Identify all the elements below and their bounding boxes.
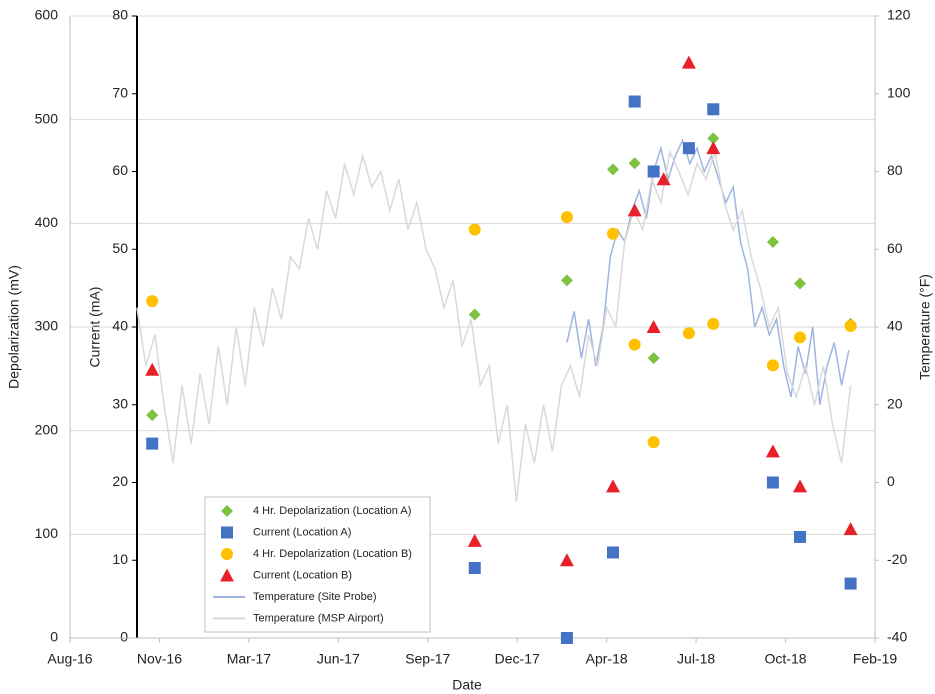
legend-swatch	[221, 548, 233, 560]
y-axis-title: Depolarization (mV)	[6, 265, 22, 389]
temperature-line	[136, 149, 852, 502]
square-marker	[560, 632, 573, 644]
diamond-marker	[628, 157, 641, 170]
y-tick-label: 500	[35, 110, 59, 126]
square-marker	[844, 577, 857, 590]
square-marker	[647, 165, 660, 178]
triangle-marker	[793, 479, 808, 493]
y2-tick-label: 0	[120, 629, 128, 645]
y2-tick-label: 40	[112, 318, 128, 334]
x-tick-label: Jul-18	[677, 651, 715, 667]
y3-tick-label: 60	[887, 240, 903, 256]
y3-tick-label: -40	[887, 629, 907, 645]
y3-tick-label: 40	[887, 318, 903, 334]
legend-label: 4 Hr. Depolarization (Location A)	[253, 505, 411, 517]
triangle-marker	[843, 522, 858, 536]
diamond-marker	[606, 163, 619, 176]
triangle-marker	[646, 320, 661, 333]
triangle-marker	[559, 553, 574, 567]
y2-tick-label: 30	[112, 395, 128, 411]
y-tick-label: 100	[35, 525, 59, 541]
y2-tick-label: 20	[112, 473, 128, 489]
triangle-marker	[145, 362, 160, 376]
x-tick-label: Jun-17	[317, 651, 360, 667]
legend-swatch	[221, 505, 233, 517]
legend-swatch	[220, 568, 234, 582]
y2-tick-label: 70	[112, 84, 128, 100]
legend-label: Current (Location A)	[253, 526, 351, 538]
x-tick-label: Nov-16	[137, 651, 182, 667]
diamond-marker	[146, 409, 159, 422]
circle-marker	[682, 327, 695, 340]
diamond-marker	[707, 132, 720, 145]
diamond-marker	[766, 235, 779, 248]
legend-label: Current (Location B)	[253, 569, 352, 581]
x-tick-label: Apr-18	[586, 651, 628, 667]
square-marker	[606, 546, 619, 559]
square-marker	[628, 95, 641, 108]
legend-box	[204, 496, 431, 633]
x-tick-label: Feb-19	[853, 651, 898, 667]
circle-marker	[468, 223, 481, 236]
triangle-marker	[467, 533, 482, 547]
triangle-marker	[706, 141, 721, 155]
y-tick-label: 300	[35, 318, 59, 334]
square-marker	[707, 103, 720, 116]
legend-label: Temperature (MSP Airport)	[253, 612, 384, 624]
x-tick-label: Mar-17	[227, 651, 272, 667]
y3-tick-label: 100	[887, 84, 911, 100]
legend-swatch	[221, 526, 233, 539]
triangle-marker	[765, 444, 780, 458]
circle-marker	[766, 359, 779, 372]
y3-axis-title: Temperature (°F)	[917, 274, 933, 380]
y2-tick-label: 60	[112, 162, 128, 178]
temperature-line	[566, 138, 850, 405]
diamond-marker	[560, 274, 573, 287]
x-tick-label: Sep-17	[405, 651, 450, 667]
circle-marker	[628, 338, 641, 351]
y3-tick-label: 0	[887, 473, 895, 489]
triangle-marker	[656, 172, 671, 186]
diamond-marker	[468, 308, 481, 321]
y2-tick-label: 50	[112, 240, 128, 256]
x-axis-title: Date	[452, 677, 482, 693]
circle-marker	[560, 211, 573, 224]
square-marker	[468, 562, 481, 575]
circle-marker	[794, 331, 807, 344]
x-tick-label: Dec-17	[495, 651, 540, 667]
legend: 4 Hr. Depolarization (Location A) Current…	[204, 496, 431, 633]
triangle-marker	[681, 55, 696, 69]
y-tick-label: 200	[35, 421, 59, 437]
y2-tick-label: 80	[112, 7, 128, 23]
triangle-marker	[605, 479, 620, 493]
diamond-marker	[794, 277, 807, 290]
y-tick-label: 0	[50, 629, 58, 645]
circle-marker	[146, 295, 159, 308]
circle-marker	[844, 319, 857, 332]
y2-tick-label: 10	[112, 551, 128, 567]
square-marker	[146, 437, 159, 450]
legend-label: Temperature (Site Probe)	[253, 591, 377, 603]
y3-tick-label: -20	[887, 551, 907, 567]
y-tick-label: 400	[35, 214, 59, 230]
diamond-marker	[647, 352, 660, 365]
circle-marker	[707, 317, 720, 330]
square-marker	[794, 530, 807, 543]
x-tick-label: Oct-18	[765, 651, 807, 667]
circle-marker	[606, 227, 619, 240]
triangle-marker	[627, 203, 642, 217]
square-marker	[766, 476, 779, 489]
y3-tick-label: 20	[887, 395, 903, 411]
y3-tick-label: 120	[887, 7, 911, 23]
legend-label: 4 Hr. Depolarization (Location B)	[253, 548, 412, 560]
y3-tick-label: 80	[887, 162, 903, 178]
x-tick-label: Aug-16	[47, 651, 92, 667]
y-tick-label: 600	[35, 7, 59, 23]
circle-marker	[647, 436, 660, 449]
square-marker	[682, 142, 695, 155]
